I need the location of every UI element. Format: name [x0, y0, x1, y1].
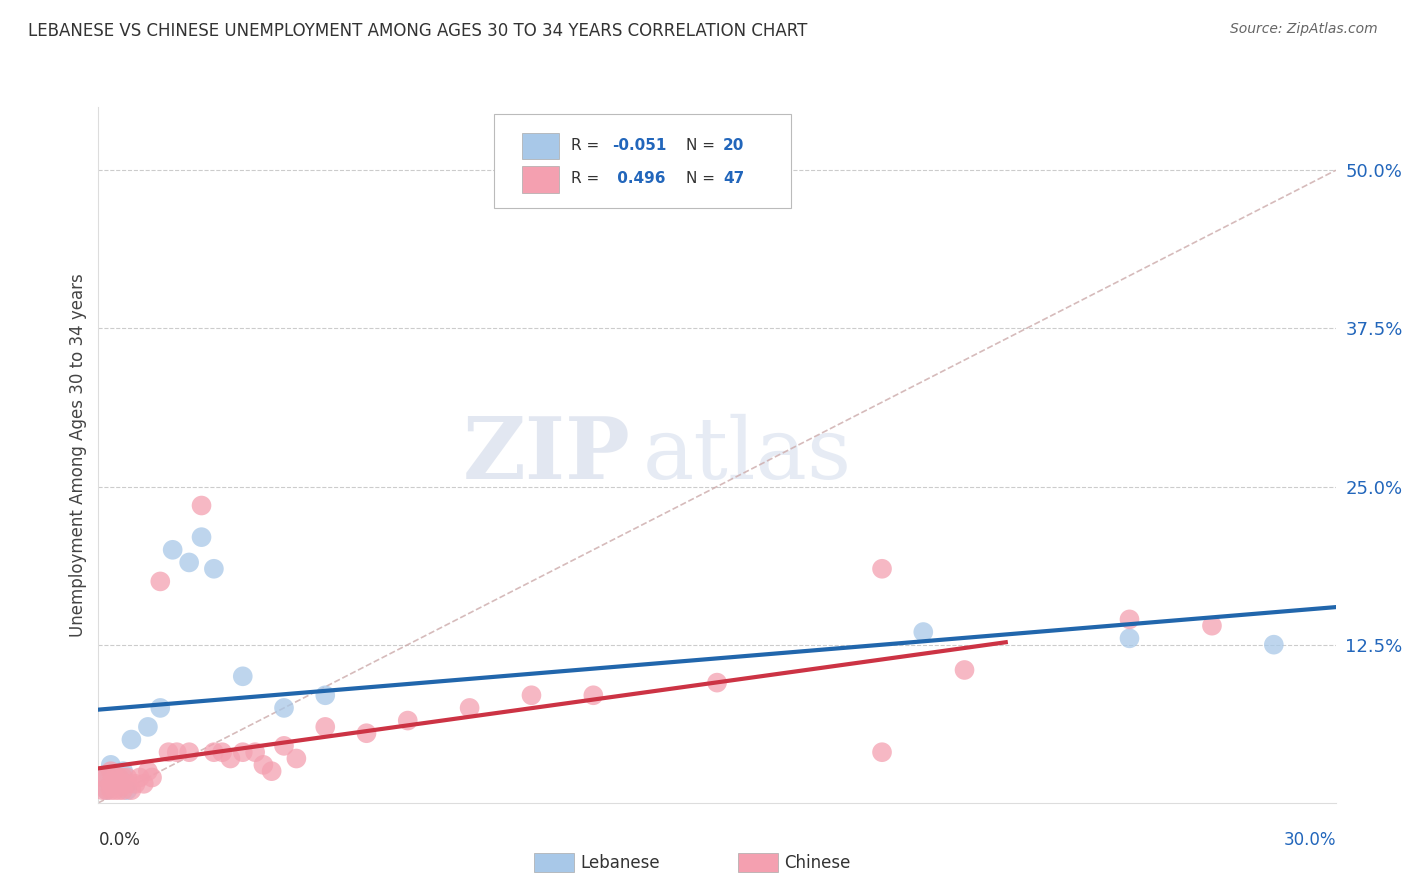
Point [870, 562, 893, 576]
Text: Lebanese: Lebanese [581, 854, 661, 871]
Point [260, 764, 283, 779]
Point [458, 701, 481, 715]
Point [117, 783, 139, 797]
Point [108, 783, 131, 797]
Point [100, 783, 122, 797]
Text: R =: R = [571, 170, 605, 186]
Point [314, 720, 336, 734]
Y-axis label: Unemployment Among Ages 30 to 34 years: Unemployment Among Ages 30 to 34 years [69, 273, 87, 637]
Point [100, 764, 122, 779]
Text: R =: R = [571, 137, 605, 153]
Point [104, 771, 127, 785]
Point [190, 499, 212, 513]
Point [112, 783, 135, 797]
Point [252, 757, 274, 772]
Point [108, 771, 131, 785]
Point [179, 556, 201, 570]
Point [136, 720, 159, 734]
Text: 0.496: 0.496 [612, 170, 665, 186]
Point [112, 764, 135, 779]
Point [120, 783, 142, 797]
Point [100, 777, 122, 791]
Text: ZIP: ZIP [463, 413, 630, 497]
Point [128, 771, 150, 785]
Point [211, 745, 233, 759]
Point [202, 745, 225, 759]
Point [285, 751, 308, 765]
Text: 20: 20 [723, 137, 745, 153]
Text: 30.0%: 30.0% [1284, 830, 1336, 848]
Point [219, 751, 242, 765]
Point [243, 745, 266, 759]
Point [1118, 612, 1140, 626]
Point [132, 777, 155, 791]
Point [149, 574, 172, 589]
Text: Chinese: Chinese [785, 854, 851, 871]
Text: LEBANESE VS CHINESE UNEMPLOYMENT AMONG AGES 30 TO 34 YEARS CORRELATION CHART: LEBANESE VS CHINESE UNEMPLOYMENT AMONG A… [28, 22, 807, 40]
Text: 47: 47 [723, 170, 745, 186]
Point [96, 783, 118, 797]
Point [190, 530, 212, 544]
Point [120, 732, 142, 747]
Point [1201, 618, 1223, 632]
Text: atlas: atlas [643, 413, 852, 497]
Text: N =: N = [686, 170, 716, 186]
Point [104, 777, 127, 791]
Point [112, 771, 135, 785]
Point [356, 726, 378, 740]
FancyBboxPatch shape [522, 166, 558, 193]
FancyBboxPatch shape [495, 114, 792, 208]
Point [136, 764, 159, 779]
Point [273, 739, 295, 753]
Text: N =: N = [686, 137, 716, 153]
Point [179, 745, 201, 759]
Point [157, 745, 180, 759]
Point [100, 757, 122, 772]
Point [870, 745, 893, 759]
FancyBboxPatch shape [522, 133, 558, 159]
Point [91, 771, 114, 785]
Point [202, 562, 225, 576]
Point [232, 669, 254, 683]
Point [117, 777, 139, 791]
Point [117, 771, 139, 785]
Point [96, 771, 118, 785]
Text: -0.051: -0.051 [612, 137, 666, 153]
Point [232, 745, 254, 759]
Point [706, 675, 728, 690]
Point [91, 771, 114, 785]
Point [953, 663, 976, 677]
Point [1118, 632, 1140, 646]
Point [141, 771, 163, 785]
Point [273, 701, 295, 715]
Text: Source: ZipAtlas.com: Source: ZipAtlas.com [1230, 22, 1378, 37]
Point [96, 783, 118, 797]
Point [396, 714, 419, 728]
Point [912, 625, 935, 640]
Point [104, 783, 127, 797]
Point [149, 701, 172, 715]
Point [520, 688, 543, 702]
Point [1263, 638, 1285, 652]
Point [91, 783, 114, 797]
Text: 0.0%: 0.0% [98, 830, 141, 848]
Point [108, 771, 131, 785]
Point [166, 745, 188, 759]
Point [314, 688, 336, 702]
Point [162, 542, 184, 557]
Point [582, 688, 605, 702]
Point [124, 777, 146, 791]
